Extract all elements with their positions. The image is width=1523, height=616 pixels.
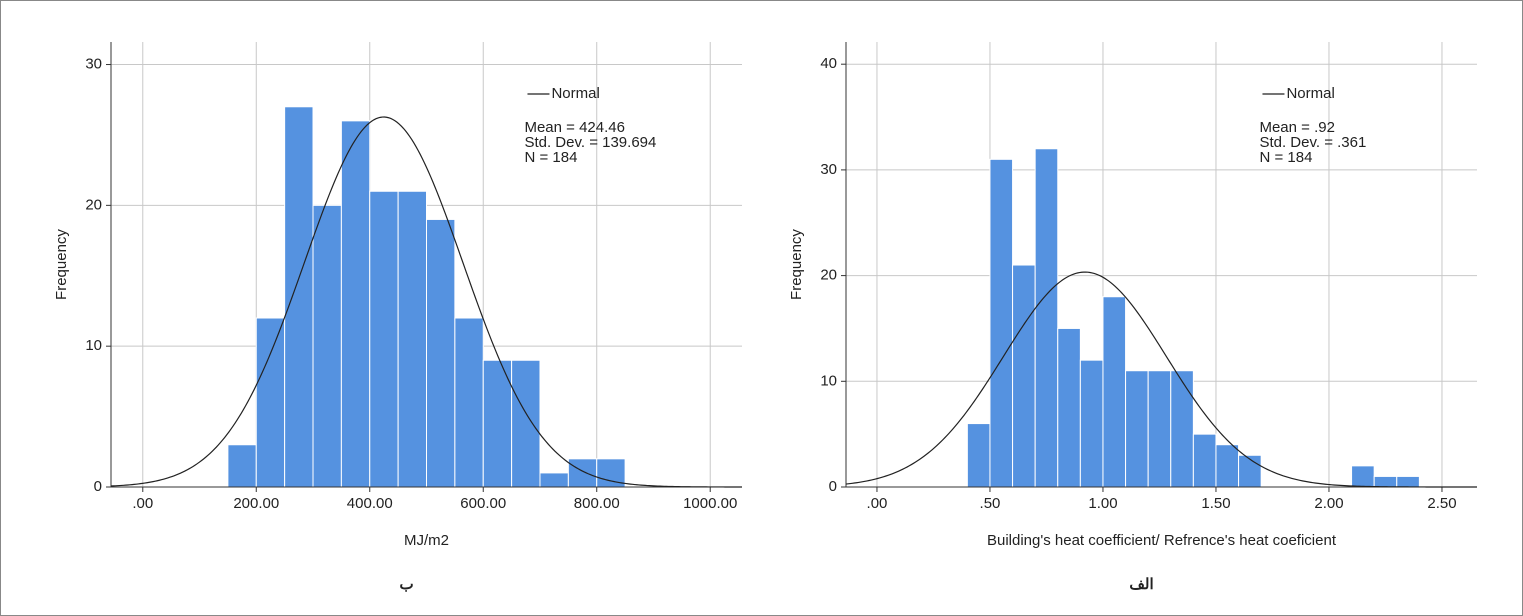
bar [482,359,513,488]
y-axis-title: Frequency [53,229,70,300]
y-axis-title: Frequency [788,229,805,300]
bar [1147,370,1172,488]
caption: ب [399,576,413,593]
normal-curve [110,116,743,488]
bar [989,158,1014,488]
stat-label: Mean = 424.46 [524,119,625,136]
bar [1396,475,1420,488]
bar [369,190,399,488]
x-tick-label: .50 [980,495,1001,512]
bar [1215,444,1240,488]
y-tick-label: 30 [820,161,837,178]
stat-label: Std. Dev. = 139.694 [524,134,656,151]
x-tick-label: 1.50 [1201,495,1230,512]
bar [539,472,569,488]
x-tick-label: 800.00 [574,495,620,512]
bar [1373,475,1398,488]
y-tick-label: 20 [820,267,837,284]
bar [567,458,598,488]
bar [1351,465,1375,488]
y-tick-label: 30 [85,56,102,73]
legend-label: Normal [1286,85,1334,102]
stat-label: N = 184 [1259,149,1312,166]
stat-label: Std. Dev. = .361 [1259,134,1366,151]
bar [1079,359,1104,488]
x-tick-label: .00 [132,495,153,512]
x-tick-label: 200.00 [233,495,279,512]
x-axis-title: Building's heat coefficient/ Refrence's … [987,532,1337,549]
bar [1170,370,1194,488]
bar [1192,433,1217,488]
bar [1012,264,1036,488]
bar [1238,454,1262,488]
y-tick-label: 0 [94,478,102,495]
x-tick-label: 1.00 [1088,495,1117,512]
bar [312,204,342,488]
x-tick-label: 400.00 [347,495,393,512]
stat-label: Mean = .92 [1259,119,1334,136]
bar [1057,327,1081,488]
bar [284,106,314,488]
bar [1125,370,1149,488]
legend-label: Normal [551,85,599,102]
x-tick-label: 2.00 [1314,495,1343,512]
bar [966,423,991,488]
caption: الف [1129,576,1153,593]
x-tick-label: 2.50 [1427,495,1456,512]
x-tick-label: 1000.00 [683,495,737,512]
bar [426,218,456,488]
bar [340,120,371,488]
y-tick-label: 40 [820,55,837,72]
bar [1102,296,1127,488]
y-tick-label: 20 [85,196,102,213]
bar [227,444,257,488]
bar [1034,148,1059,488]
bar [511,359,541,488]
x-tick-label: .00 [867,495,888,512]
bar [454,317,484,488]
y-tick-label: 10 [85,337,102,354]
bar [255,317,286,488]
x-axis-title: MJ/m2 [404,532,449,549]
x-tick-label: 600.00 [460,495,506,512]
y-tick-label: 0 [829,478,837,495]
y-tick-label: 10 [820,372,837,389]
stat-label: N = 184 [524,149,577,166]
normal-curve [845,271,1477,488]
bar [397,190,427,488]
